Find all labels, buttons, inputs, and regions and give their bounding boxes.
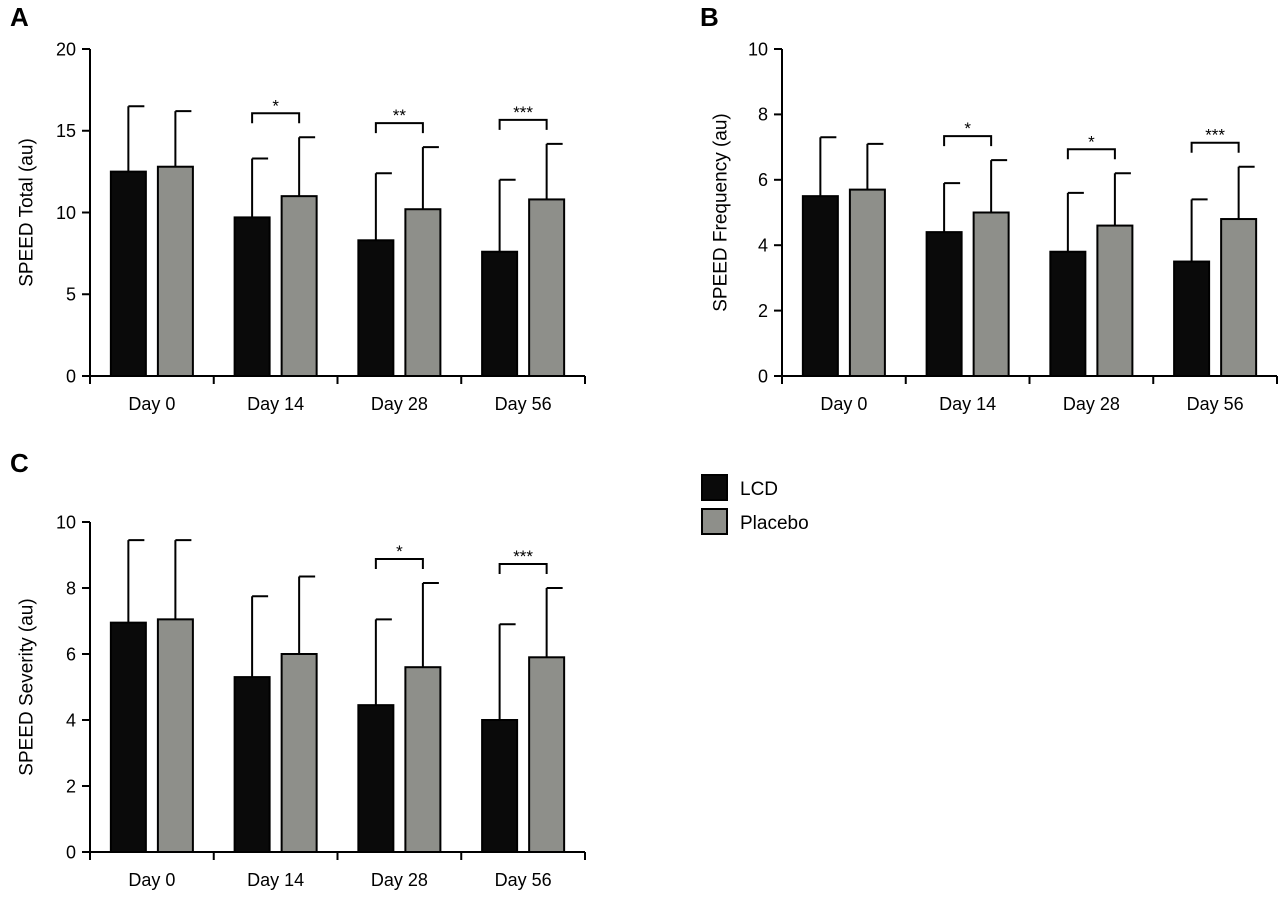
significance-bracket	[1066, 148, 1116, 160]
significance-bracket	[374, 122, 424, 134]
y-tick-label: 20	[56, 39, 76, 59]
bar-lcd	[481, 250, 519, 378]
y-axis-title: SPEED Severity (au)	[17, 598, 38, 775]
y-tick-label: 0	[758, 366, 768, 386]
legend-label-placebo: Placebo	[740, 513, 809, 534]
bar-placebo	[848, 188, 886, 377]
bar-lcd	[1173, 260, 1211, 377]
bar-placebo	[404, 666, 442, 854]
x-tick-label: Day 56	[1187, 394, 1244, 414]
legend-swatch-placebo	[701, 508, 728, 535]
bar-placebo	[1096, 224, 1134, 377]
bar-placebo	[156, 165, 194, 377]
y-axis-title: SPEED Frequency (au)	[711, 113, 732, 312]
panel-c: C SPEED Severity (au) 0 2 4 6 8 10 Day 0 Day 14 Da…	[10, 448, 586, 890]
y-tick-label: 6	[758, 170, 768, 190]
x-tick-label: Day 0	[820, 394, 867, 414]
bar-placebo	[528, 198, 566, 377]
y-tick-label: 6	[66, 644, 76, 664]
bar-lcd	[801, 195, 839, 377]
significance-label: *	[964, 119, 971, 138]
y-tick-label: 10	[56, 512, 76, 532]
bar-lcd	[925, 231, 963, 377]
significance-label: ***	[513, 547, 533, 566]
legend-label-lcd: LCD	[740, 479, 778, 500]
bar-lcd	[109, 170, 147, 377]
panel-letter: C	[10, 448, 29, 478]
bar-lcd	[109, 621, 147, 854]
significance-label: **	[393, 106, 407, 125]
bar-lcd	[233, 216, 271, 377]
panel-letter: A	[10, 2, 29, 32]
x-tick-label: Day 28	[371, 394, 428, 414]
significance-label: ***	[513, 103, 533, 122]
panel-a: A SPEED Total (au) 0 5 10 15 20 Day 0 Day 14 Day …	[10, 2, 586, 414]
bar-placebo	[972, 211, 1010, 377]
y-tick-label: 4	[758, 236, 768, 256]
bar-lcd	[357, 239, 395, 377]
y-tick-label: 2	[758, 301, 768, 321]
significance-label: ***	[1205, 126, 1225, 145]
y-tick-label: 15	[56, 121, 76, 141]
x-tick-label: Day 56	[495, 394, 552, 414]
bar-placebo	[280, 195, 318, 377]
significance-bracket	[498, 563, 548, 574]
bar-placebo	[1220, 218, 1258, 377]
y-tick-label: 8	[66, 578, 76, 598]
bar-placebo	[280, 653, 318, 853]
legend: LCD Placebo	[701, 474, 809, 535]
x-tick-label: Day 14	[247, 394, 304, 414]
y-tick-label: 2	[66, 776, 76, 796]
y-tick-label: 10	[748, 39, 768, 59]
y-tick-label: 0	[66, 366, 76, 386]
x-tick-label: Day 56	[495, 870, 552, 890]
panel-letter: B	[700, 2, 719, 32]
significance-bracket	[374, 558, 424, 570]
x-tick-label: Day 28	[1063, 394, 1120, 414]
significance-bracket	[1190, 141, 1240, 153]
significance-bracket	[251, 112, 301, 124]
x-tick-label: Day 0	[128, 394, 175, 414]
y-tick-label: 4	[66, 710, 76, 730]
significance-label: *	[272, 96, 279, 115]
y-tick-label: 5	[66, 285, 76, 305]
y-axis-title: SPEED Total (au)	[17, 138, 38, 287]
bar-lcd	[357, 704, 395, 854]
y-tick-label: 0	[66, 842, 76, 862]
significance-label: *	[1088, 132, 1095, 151]
bar-placebo	[156, 618, 194, 853]
bar-lcd	[233, 676, 271, 853]
x-tick-label: Day 0	[128, 870, 175, 890]
x-tick-label: Day 28	[371, 870, 428, 890]
x-tick-label: Day 14	[247, 870, 304, 890]
significance-bracket	[498, 118, 548, 130]
bar-placebo	[528, 656, 566, 853]
y-tick-label: 10	[56, 203, 76, 223]
x-tick-label: Day 14	[939, 394, 996, 414]
significance-label: *	[396, 542, 403, 561]
panel-b: B SPEED Frequency (au) 0 2 4 6 8 10 Day 0 Day 14 D…	[700, 2, 1278, 414]
legend-swatch-lcd	[701, 474, 728, 501]
bar-lcd	[481, 719, 519, 853]
y-tick-label: 8	[758, 105, 768, 125]
bar-placebo	[404, 208, 442, 377]
significance-bracket	[943, 135, 993, 147]
bar-lcd	[1049, 250, 1087, 378]
